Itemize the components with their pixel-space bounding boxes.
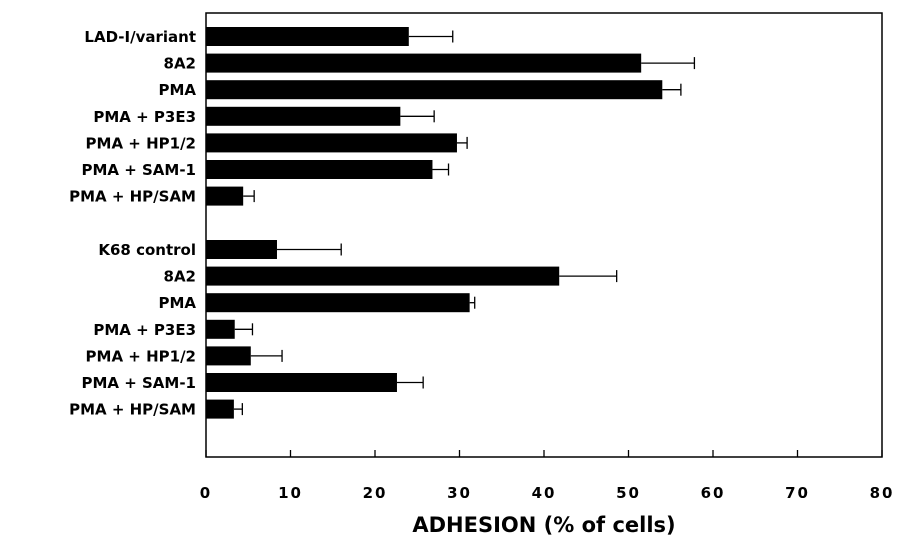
x-axis-ticks: 0 10 20 30 40 50 60 70 80 bbox=[200, 450, 895, 502]
x-tick-label: 60 bbox=[701, 484, 726, 502]
x-tick-label: 20 bbox=[363, 484, 388, 502]
category-label: PMA + SAM-1 bbox=[81, 161, 196, 179]
category-label: PMA bbox=[158, 81, 196, 99]
category-label: PMA + P3E3 bbox=[93, 321, 196, 339]
x-tick-label: 40 bbox=[532, 484, 557, 502]
x-tick-label: 10 bbox=[278, 484, 303, 502]
bar-g1-5 bbox=[206, 133, 457, 153]
x-tick-label: 0 bbox=[200, 484, 212, 502]
bar-g1-7 bbox=[206, 186, 244, 206]
category-labels: LAD-I/variant 8A2 PMA PMA + P3E3 PMA + HP1/2… bbox=[69, 28, 196, 419]
x-tick-label: 30 bbox=[447, 484, 472, 502]
category-label: PMA + HP/SAM bbox=[69, 188, 196, 206]
x-tick-label: 50 bbox=[616, 484, 641, 502]
category-label: K68 control bbox=[98, 241, 196, 259]
category-label: LAD-I/variant bbox=[84, 28, 196, 46]
bar-g1-2 bbox=[206, 53, 642, 73]
error-bars-layer bbox=[233, 30, 696, 416]
category-label: PMA + P3E3 bbox=[93, 108, 196, 126]
bars-layer bbox=[206, 27, 663, 419]
bar-g2-7 bbox=[206, 399, 234, 419]
category-label: 8A2 bbox=[164, 268, 196, 286]
category-label: PMA + SAM-1 bbox=[81, 374, 196, 392]
x-tick-label: 80 bbox=[870, 484, 895, 502]
bar-g1-4 bbox=[206, 106, 401, 126]
bar-g2-1 bbox=[206, 240, 277, 259]
bar-g2-5 bbox=[206, 346, 251, 366]
bar-g1-1 bbox=[206, 27, 409, 46]
category-label: PMA + HP1/2 bbox=[86, 347, 196, 365]
category-label: PMA + HP/SAM bbox=[69, 401, 196, 419]
bar-g2-3 bbox=[206, 293, 470, 313]
bar-g1-3 bbox=[206, 80, 663, 100]
x-tick-label: 70 bbox=[785, 484, 810, 502]
bar-g2-2 bbox=[206, 266, 560, 286]
x-axis-title: ADHESION (% of cells) bbox=[412, 513, 675, 537]
bar-g2-6 bbox=[206, 373, 397, 392]
category-label: PMA + HP1/2 bbox=[86, 134, 196, 152]
bar-g1-6 bbox=[206, 160, 433, 179]
category-label: 8A2 bbox=[164, 55, 196, 73]
category-label: PMA bbox=[158, 294, 196, 312]
bar-g2-4 bbox=[206, 319, 235, 339]
